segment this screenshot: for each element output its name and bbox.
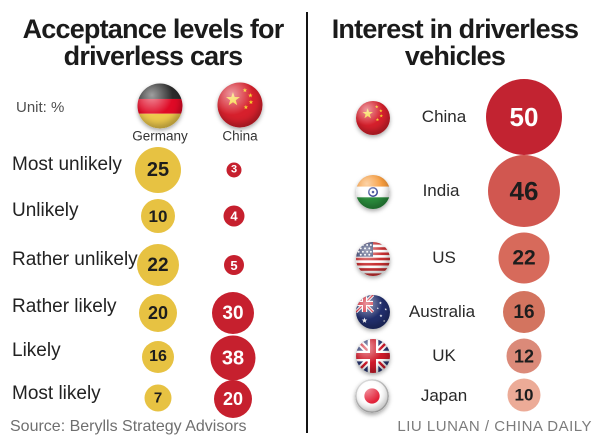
- category-label: Likely: [12, 340, 61, 361]
- interest-value-bubble: 46: [488, 155, 560, 227]
- us-flag-icon: [356, 242, 390, 276]
- china-value-bubble: 4: [223, 205, 245, 227]
- interest-value-bubble: 16: [503, 291, 545, 333]
- japan-flag-icon: [355, 379, 389, 413]
- panel-divider: [306, 12, 308, 433]
- country-label: Australia: [408, 302, 476, 321]
- country-label: India: [422, 181, 460, 200]
- china-value-bubble: 30: [212, 292, 254, 334]
- country-label: China: [421, 107, 467, 126]
- category-label: Unlikely: [12, 200, 79, 221]
- germany-value-bubble: 10: [141, 199, 175, 233]
- category-label: Rather likely: [12, 296, 117, 317]
- country-label: Japan: [420, 386, 468, 405]
- china-value-bubble: 38: [210, 335, 256, 381]
- china-flag-icon: [356, 101, 390, 135]
- germany-value-bubble: 22: [137, 244, 179, 286]
- right-title-line2: vehicles: [404, 41, 506, 71]
- right-title-line1: Interest in driverless: [331, 14, 579, 44]
- china-value-bubble: 5: [224, 255, 244, 275]
- germany-value-bubble: 16: [142, 341, 174, 373]
- china-value-bubble: 20: [214, 380, 252, 418]
- germany-column-header: Germany: [132, 128, 188, 144]
- country-label: US: [432, 248, 456, 267]
- china-column-header: China: [222, 128, 258, 144]
- category-label: Most likely: [12, 383, 101, 404]
- photo-credit: LIU LUNAN / CHINA DAILY: [397, 418, 592, 435]
- unit-label: Unit: %: [16, 99, 65, 116]
- china-value-bubble: 3: [226, 162, 242, 178]
- interest-value-bubble: 12: [506, 338, 542, 374]
- germany-value-bubble: 20: [139, 294, 177, 332]
- uk-flag-icon: [356, 339, 390, 373]
- china-flag-icon: [217, 82, 263, 128]
- left-chart-title: Acceptance levels for driverless cars: [0, 16, 306, 70]
- interest-value-bubble: 50: [486, 79, 562, 155]
- australia-flag-icon: [356, 295, 390, 329]
- left-title-line1: Acceptance levels for: [22, 14, 285, 44]
- country-label: UK: [432, 346, 456, 365]
- interest-value-bubble: 10: [507, 378, 541, 412]
- right-chart-title: Interest in driverless vehicles: [310, 16, 600, 70]
- interest-value-bubble: 22: [498, 232, 550, 284]
- germany-value-bubble: 7: [144, 384, 172, 412]
- left-title-line2: driverless cars: [63, 41, 243, 71]
- source-note: Source: Berylls Strategy Advisors: [10, 418, 247, 435]
- category-label: Rather unlikely: [12, 249, 138, 270]
- germany-flag-icon: [137, 83, 183, 129]
- india-flag-icon: [356, 175, 390, 209]
- category-label: Most unlikely: [12, 154, 122, 175]
- germany-value-bubble: 25: [135, 147, 181, 193]
